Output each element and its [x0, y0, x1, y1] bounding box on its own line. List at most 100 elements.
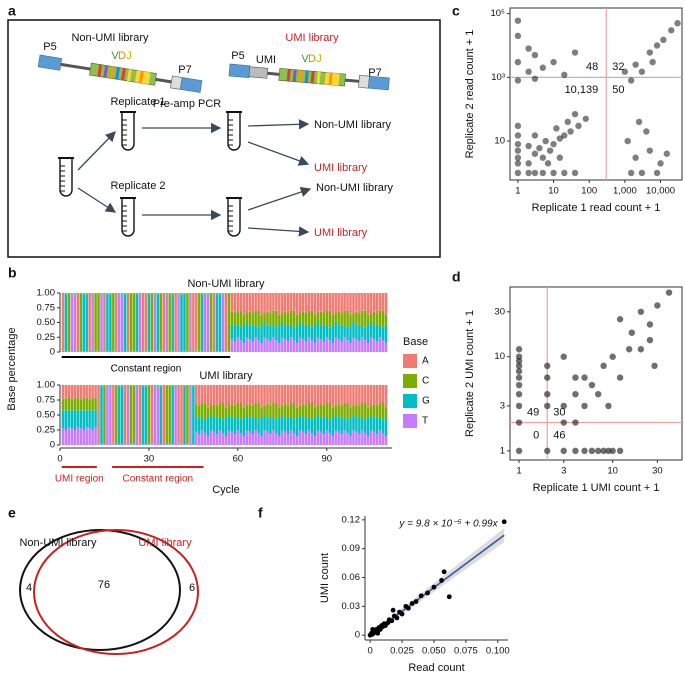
bar-segment [227, 385, 231, 406]
bar-segment [352, 415, 355, 431]
bar-segment [251, 434, 254, 445]
bar-segment [384, 436, 388, 445]
x-tick-label: 30 [652, 466, 663, 477]
bar-segment [281, 313, 284, 323]
bar-segment [150, 444, 154, 445]
bar-segment [106, 293, 109, 295]
bar-segment [112, 443, 115, 445]
bar-segment [186, 350, 189, 352]
bar-segment [352, 313, 355, 323]
bar-segment [316, 415, 320, 431]
bar-segment [103, 444, 106, 445]
bar-segment [275, 403, 278, 420]
bar-segment [212, 404, 216, 418]
bar-segment [361, 418, 364, 430]
bar-segment [275, 293, 278, 311]
bar-segment [186, 443, 189, 445]
umi-construct [228, 63, 390, 91]
bar-segment [183, 293, 186, 294]
bar-segment [384, 325, 388, 344]
bar-segment [239, 340, 243, 352]
point [514, 77, 522, 84]
bar-segment [325, 403, 329, 418]
bar-segment [292, 327, 296, 341]
bar-segment [115, 444, 118, 445]
bar-segment [301, 417, 305, 432]
bar-segment [100, 293, 103, 295]
bar-segment [292, 403, 296, 420]
bar-segment [284, 417, 287, 432]
bar-segment [97, 350, 100, 352]
bar-segment [372, 417, 376, 432]
bar-segment [112, 351, 115, 352]
bar-segment [165, 444, 168, 445]
point [657, 160, 664, 167]
bar-segment [372, 431, 376, 445]
bar-segment [177, 294, 180, 295]
bar-segment [364, 340, 367, 352]
bar-segment [91, 410, 94, 430]
bar-segment [162, 351, 166, 352]
x-tick-label: 10,000 [646, 186, 675, 197]
bar-segment [94, 427, 97, 445]
bar-segment [168, 293, 171, 294]
bar-segment [88, 410, 91, 429]
bar-segment [224, 385, 228, 408]
bar-segment [109, 386, 112, 387]
bar-segment [186, 351, 189, 352]
bar-segment [364, 310, 367, 328]
bar-segment [257, 293, 260, 311]
bar-segment [334, 293, 337, 314]
point [501, 519, 507, 525]
bar-segment [251, 417, 254, 435]
bar-segment [352, 405, 355, 415]
bar-segment [209, 351, 213, 352]
bar-segment [355, 404, 358, 418]
bar-segment [177, 443, 180, 444]
bar-segment [147, 385, 151, 444]
x-tick-label: 0 [367, 646, 372, 657]
bar-segment [227, 351, 231, 352]
bar-segment [189, 294, 192, 295]
x-tick-label: 10 [607, 466, 618, 477]
point [553, 125, 560, 132]
bar-segment [123, 443, 127, 445]
bar-segment [340, 385, 343, 406]
region-label: Constant region [123, 474, 194, 485]
bar-segment [364, 433, 367, 445]
bar-segment [272, 418, 275, 430]
bar-segment [230, 431, 234, 445]
bar-segment [233, 324, 237, 342]
bar-segment [343, 403, 346, 418]
bar-segment [361, 337, 364, 352]
y-axis-label: Replicate 2 UMI count + 1 [464, 310, 476, 437]
bar-segment [278, 343, 281, 352]
bar-segment [115, 293, 118, 351]
bar-segment [85, 427, 88, 445]
bar-segment [325, 430, 329, 445]
bar-segment [340, 405, 343, 418]
bar-segment [361, 293, 364, 311]
bar-segment [242, 436, 246, 445]
bar-segment [138, 294, 142, 352]
point [550, 169, 557, 177]
bar-segment [198, 434, 201, 445]
bar-segment [230, 339, 234, 352]
point [425, 590, 430, 596]
bar-segment [310, 340, 314, 352]
bar-segment [358, 417, 361, 435]
bar-segment [153, 385, 157, 386]
bar-segment [144, 444, 148, 445]
bar-segment [331, 418, 334, 436]
bar-segment [372, 324, 376, 340]
bar-segment [340, 434, 343, 445]
bar-segment [94, 293, 97, 351]
bar-segment [150, 385, 154, 444]
bar-segment [367, 407, 370, 418]
bar-segment [91, 385, 94, 399]
bar-segment [307, 293, 311, 311]
y-axis-label: Base percentage [6, 327, 18, 410]
bar-segment [260, 325, 263, 344]
point [674, 20, 681, 27]
bar-segment [135, 385, 139, 386]
